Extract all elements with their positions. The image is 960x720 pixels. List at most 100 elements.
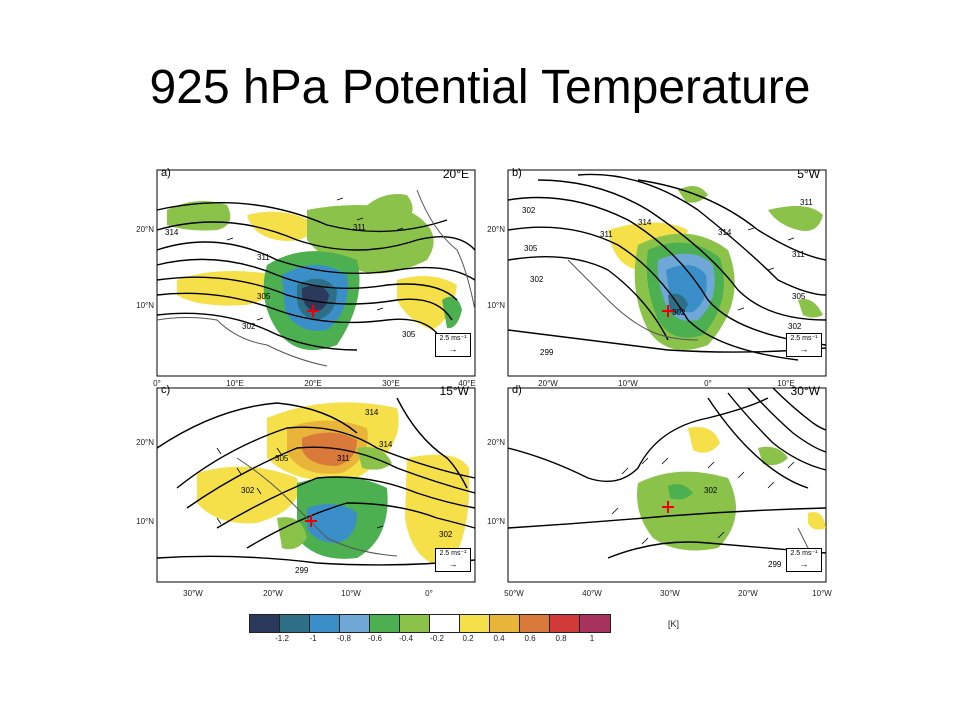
panel-d-lon: 30°W xyxy=(790,384,820,398)
panel-c-label: c) xyxy=(161,384,171,396)
colorbar-segment xyxy=(400,615,430,632)
panel-c-map xyxy=(156,387,476,583)
panel-b-xtick: 0° xyxy=(704,379,712,388)
panel-a-xtick: 30°E xyxy=(382,379,400,388)
panel-b-contour-label: 305 xyxy=(792,292,806,301)
panel-c-ytick: 20°N xyxy=(136,438,154,447)
panel-c: c) 15°W 314 314 305 311 302 302 299 2.5 … xyxy=(136,384,476,598)
panel-c-ytick: 10°N xyxy=(136,517,154,526)
panel-b-contour-label: 302 xyxy=(530,275,544,284)
panel-b-contour-label: 311 xyxy=(792,250,805,259)
panel-d-ytick: 20°N xyxy=(487,438,505,447)
panel-b-contour-label: 302 xyxy=(788,322,802,331)
panel-b-contour-label: 305 xyxy=(524,244,538,253)
panel-c-contour-label: 302 xyxy=(241,486,255,495)
panel-c-reference-vector: 2.5 ms⁻¹ → xyxy=(435,548,471,572)
panel-a-reference-vector: 2.5 ms⁻¹ → xyxy=(435,333,471,357)
colorbar-segment xyxy=(280,615,310,632)
panel-d-label: d) xyxy=(512,384,522,396)
colorbar-tick: -0.2 xyxy=(430,634,444,643)
panel-a-contour-label: 302 xyxy=(242,322,256,331)
panel-d-xtick: 20°W xyxy=(738,589,758,598)
panel-a-contour-label: 305 xyxy=(257,292,271,301)
colorbar-segment xyxy=(490,615,520,632)
colorbar-segment xyxy=(310,615,340,632)
panel-a-contour-label: 314 xyxy=(165,228,179,237)
panel-b-reference-vector: 2.5 ms⁻¹ → xyxy=(786,333,822,357)
panel-b-ytick: 20°N xyxy=(487,225,505,234)
colorbar-segment xyxy=(370,615,400,632)
panel-a-contour-label: 311 xyxy=(353,223,366,232)
arrow-right-icon: → xyxy=(799,344,809,354)
panel-a-lon: 20°E xyxy=(442,167,469,181)
panel-b-contour-label: 314 xyxy=(718,228,732,237)
colorbar-segment xyxy=(250,615,280,632)
panel-b-reference-label: 2.5 ms⁻¹ xyxy=(790,335,818,342)
colorbar xyxy=(249,614,611,633)
colorbar-tick: -1.2 xyxy=(275,634,289,643)
slide-title: 925 hPa Potential Temperature xyxy=(149,61,811,114)
colorbar-tick: 0.4 xyxy=(493,634,505,643)
panel-a: a) 20°E 314 311 311 305 302 305 2.5 ms⁻¹… xyxy=(136,167,476,388)
panel-d-xtick: 30°W xyxy=(660,589,680,598)
panel-a-map xyxy=(156,169,476,377)
panel-c-contour-label: 314 xyxy=(365,408,379,417)
panel-b: b) 5°W 302 314 311 305 302 302 311 305 3… xyxy=(487,167,827,388)
panel-a-xtick: 10°E xyxy=(226,379,244,388)
panel-d-reference-vector: 2.5 ms⁻¹ → xyxy=(786,548,822,572)
panel-b-contour-label: 311 xyxy=(600,230,613,239)
panel-b-xtick: 10°E xyxy=(777,379,795,388)
panel-a-contour-label: 311 xyxy=(257,253,270,262)
panel-a-contour-label: 305 xyxy=(402,330,416,339)
colorbar-unit: [K] xyxy=(668,619,680,629)
colorbar-segment xyxy=(460,615,490,632)
panel-a-ytick: 10°N xyxy=(136,301,154,310)
panel-a-reference-label: 2.5 ms⁻¹ xyxy=(439,335,467,342)
colorbar-tick: 0.8 xyxy=(555,634,567,643)
panel-b-lon: 5°W xyxy=(797,167,820,181)
colorbar-tick: 0.2 xyxy=(462,634,474,643)
colorbar-segment xyxy=(340,615,370,632)
panel-d-xtick: 10°W xyxy=(812,589,832,598)
panel-a-xtick: 20°E xyxy=(304,379,322,388)
arrow-right-icon: → xyxy=(448,344,458,354)
panel-d-contour-label: 302 xyxy=(704,486,718,495)
colorbar-tick: 0.6 xyxy=(524,634,536,643)
colorbar-tick: -0.6 xyxy=(368,634,382,643)
colorbar-segment xyxy=(580,615,610,632)
panel-b-xtick: 20°W xyxy=(538,379,558,388)
panel-a-label: a) xyxy=(161,167,171,179)
panel-b-contour-label: 302 xyxy=(522,206,536,215)
colorbar-tick: 1 xyxy=(589,634,595,643)
panel-b-contour-label: 311 xyxy=(800,198,813,207)
colorbar-tick: -0.4 xyxy=(399,634,413,643)
panel-b-contour-label: 314 xyxy=(638,218,652,227)
arrow-right-icon: → xyxy=(448,559,458,569)
panel-c-contour-label: 311 xyxy=(337,454,350,463)
panel-c-contour-label: 314 xyxy=(379,440,393,449)
panel-b-contour-label: 302 xyxy=(672,308,686,317)
panel-d-xtick: 50°W xyxy=(504,589,524,598)
panel-d-reference-label: 2.5 ms⁻¹ xyxy=(790,550,818,557)
colorbar-tick: -0.8 xyxy=(337,634,351,643)
panel-b-map xyxy=(507,169,827,377)
panel-d-contour-label: 299 xyxy=(768,560,782,569)
colorbar-segment xyxy=(520,615,550,632)
panel-d: d) 30°W 302 299 2.5 ms⁻¹ → 20°N 10°N 50°… xyxy=(487,384,832,598)
arrow-right-icon: → xyxy=(799,559,809,569)
panel-c-contour-label: 305 xyxy=(275,454,289,463)
panel-d-map xyxy=(507,387,827,583)
panel-c-xtick: 10°W xyxy=(341,589,361,598)
panel-b-ytick: 10°N xyxy=(487,301,505,310)
panel-d-xtick: 40°W xyxy=(582,589,602,598)
colorbar-segment xyxy=(550,615,580,632)
panel-c-contour-label: 302 xyxy=(439,530,453,539)
panel-b-label: b) xyxy=(512,167,522,179)
panel-c-contour-label: 299 xyxy=(295,566,309,575)
panel-a-xtick: 40°E xyxy=(458,379,476,388)
panel-d-ytick: 10°N xyxy=(487,517,505,526)
panel-c-xtick: 20°W xyxy=(263,589,283,598)
panel-c-lon: 15°W xyxy=(439,384,469,398)
panel-a-xtick: 0° xyxy=(153,379,161,388)
panel-b-xtick: 10°W xyxy=(618,379,638,388)
